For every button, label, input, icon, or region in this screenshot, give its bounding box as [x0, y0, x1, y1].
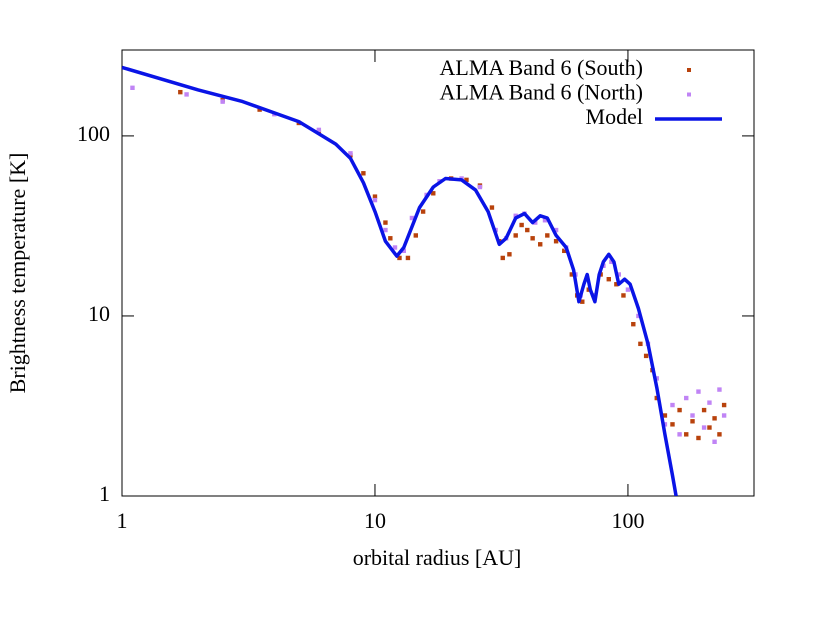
data-point [654, 376, 659, 381]
data-point [717, 387, 722, 392]
data-point [643, 353, 649, 359]
data-point [372, 194, 378, 199]
data-point [542, 218, 548, 223]
data-point [616, 272, 621, 277]
data-point [631, 321, 636, 327]
data-point [431, 191, 436, 196]
data-point [696, 435, 701, 441]
data-point [397, 255, 402, 261]
data-point [614, 282, 619, 287]
data-point [707, 400, 712, 405]
data-point [409, 215, 415, 221]
data-point [420, 209, 426, 214]
legend-marker [687, 68, 691, 72]
data-point [257, 107, 262, 112]
legend-marker [687, 92, 691, 97]
data-point [519, 222, 524, 228]
data-point [513, 233, 518, 238]
data-point [580, 299, 585, 304]
data-point [513, 213, 518, 218]
data-point [405, 255, 411, 261]
data-point [530, 236, 535, 241]
data-point [388, 236, 393, 241]
y-tick-label: 10 [88, 301, 110, 326]
y-tick-label: 1 [99, 481, 110, 506]
data-point [383, 220, 388, 225]
x-tick-label: 10 [364, 508, 386, 533]
data-point [690, 413, 695, 418]
data-point [500, 255, 505, 261]
data-point [118, 84, 122, 88]
data-point [621, 293, 626, 298]
data-point [696, 389, 701, 394]
data-point [638, 341, 643, 347]
data-point [178, 89, 183, 95]
y-tick-label: 100 [77, 121, 110, 146]
data-point [707, 425, 712, 430]
data-point [553, 239, 559, 244]
data-point [553, 227, 559, 233]
data-point [670, 402, 675, 408]
model-line [122, 65, 678, 496]
data-point [721, 413, 727, 418]
data-point [609, 259, 614, 264]
data-point [392, 245, 398, 250]
data-point [684, 395, 689, 401]
data-point [721, 402, 727, 408]
data-point [220, 99, 225, 104]
data-point [525, 227, 530, 233]
data-point [562, 248, 567, 254]
data-point [545, 233, 550, 238]
legend-label: ALMA Band 6 (North) [440, 80, 643, 105]
data-point [130, 85, 135, 91]
data-point [677, 407, 682, 413]
data-point [489, 205, 495, 210]
data-point [662, 413, 668, 418]
data-point [712, 416, 717, 421]
data-point [507, 252, 512, 257]
data-point [701, 425, 707, 430]
data-point [625, 287, 631, 292]
data-point [606, 277, 611, 282]
data-point [464, 177, 469, 183]
data-point [717, 432, 722, 437]
data-point [636, 313, 641, 319]
data-point [361, 171, 366, 176]
data-point [712, 439, 717, 445]
data-point [413, 233, 418, 238]
data-point [372, 197, 378, 203]
data-point [569, 272, 575, 277]
data-point [401, 248, 406, 254]
data-point [690, 419, 695, 424]
data-point [316, 127, 322, 133]
data-point [184, 92, 189, 97]
x-axis-label: orbital radius [AU] [353, 545, 522, 570]
y-axis-label: Brightness temperature [K] [5, 153, 30, 394]
legend-label: Model [586, 104, 643, 129]
data-point [477, 184, 483, 190]
x-tick-label: 100 [611, 508, 644, 533]
plot-frame [121, 49, 755, 497]
data-point [348, 151, 353, 156]
x-tick-label: 1 [117, 508, 128, 533]
data-point [383, 227, 388, 233]
data-point [677, 432, 682, 437]
legend-label: ALMA Band 6 (South) [440, 55, 644, 80]
data-point [538, 242, 543, 247]
data-point [684, 432, 689, 437]
data-point [654, 395, 659, 401]
data-point [670, 422, 675, 427]
data-point [701, 407, 707, 413]
